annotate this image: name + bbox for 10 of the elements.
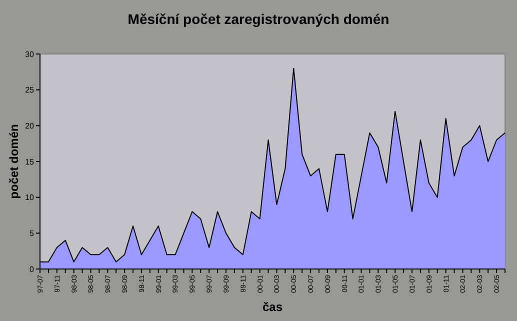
y-tick-label: 10 [25,193,35,202]
y-tick-label: 30 [25,50,35,59]
y-axis-title: počet domén [7,124,22,199]
y-tick-label: 15 [25,157,35,166]
y-tick-label: 20 [25,121,35,130]
x-axis-title: čas [262,300,283,314]
chart-title: Měsíční počet zaregistrovaných domén [128,11,390,27]
y-tick-label: 5 [30,228,35,238]
y-tick-label: 25 [25,86,35,95]
y-tick-label: 0 [30,264,35,274]
